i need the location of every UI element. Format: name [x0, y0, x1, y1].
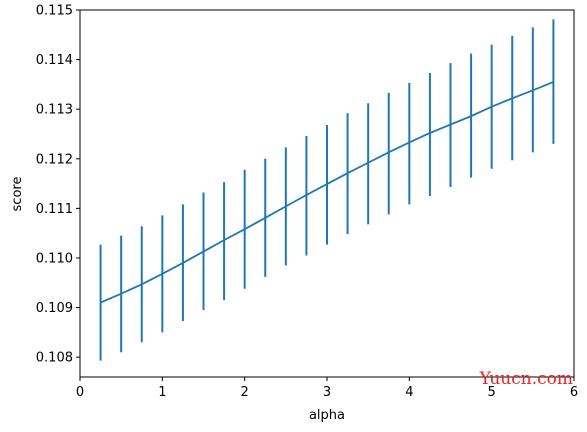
y-tick-label: 0.113 — [36, 103, 73, 118]
y-tick-label: 0.108 — [36, 351, 73, 366]
y-tick-label: 0.109 — [36, 301, 73, 316]
y-axis: 0.108 0.109 0.110 0.111 0.112 0.113 0.114 0.115 — [36, 4, 80, 366]
x-tick-label: 5 — [488, 385, 496, 400]
x-tick-label: 0 — [76, 385, 84, 400]
x-tick-label: 1 — [158, 385, 166, 400]
y-tick-label: 0.111 — [36, 202, 73, 217]
x-tick-label: 2 — [241, 385, 249, 400]
x-tick-label: 6 — [570, 385, 578, 400]
y-tick-label: 0.112 — [36, 152, 73, 167]
y-tick-label: 0.110 — [36, 251, 73, 266]
x-tick-label: 4 — [405, 385, 413, 400]
y-tick-label: 0.114 — [36, 53, 73, 68]
y-tick-label: 0.115 — [36, 4, 73, 19]
x-tick-label: 3 — [323, 385, 331, 400]
x-axis: 0 1 2 3 4 5 6 — [76, 377, 578, 400]
x-axis-title: alpha — [309, 408, 345, 423]
y-axis-title: score — [10, 177, 25, 212]
series-line — [100, 81, 554, 304]
watermark: Yuucn.com — [479, 369, 573, 389]
